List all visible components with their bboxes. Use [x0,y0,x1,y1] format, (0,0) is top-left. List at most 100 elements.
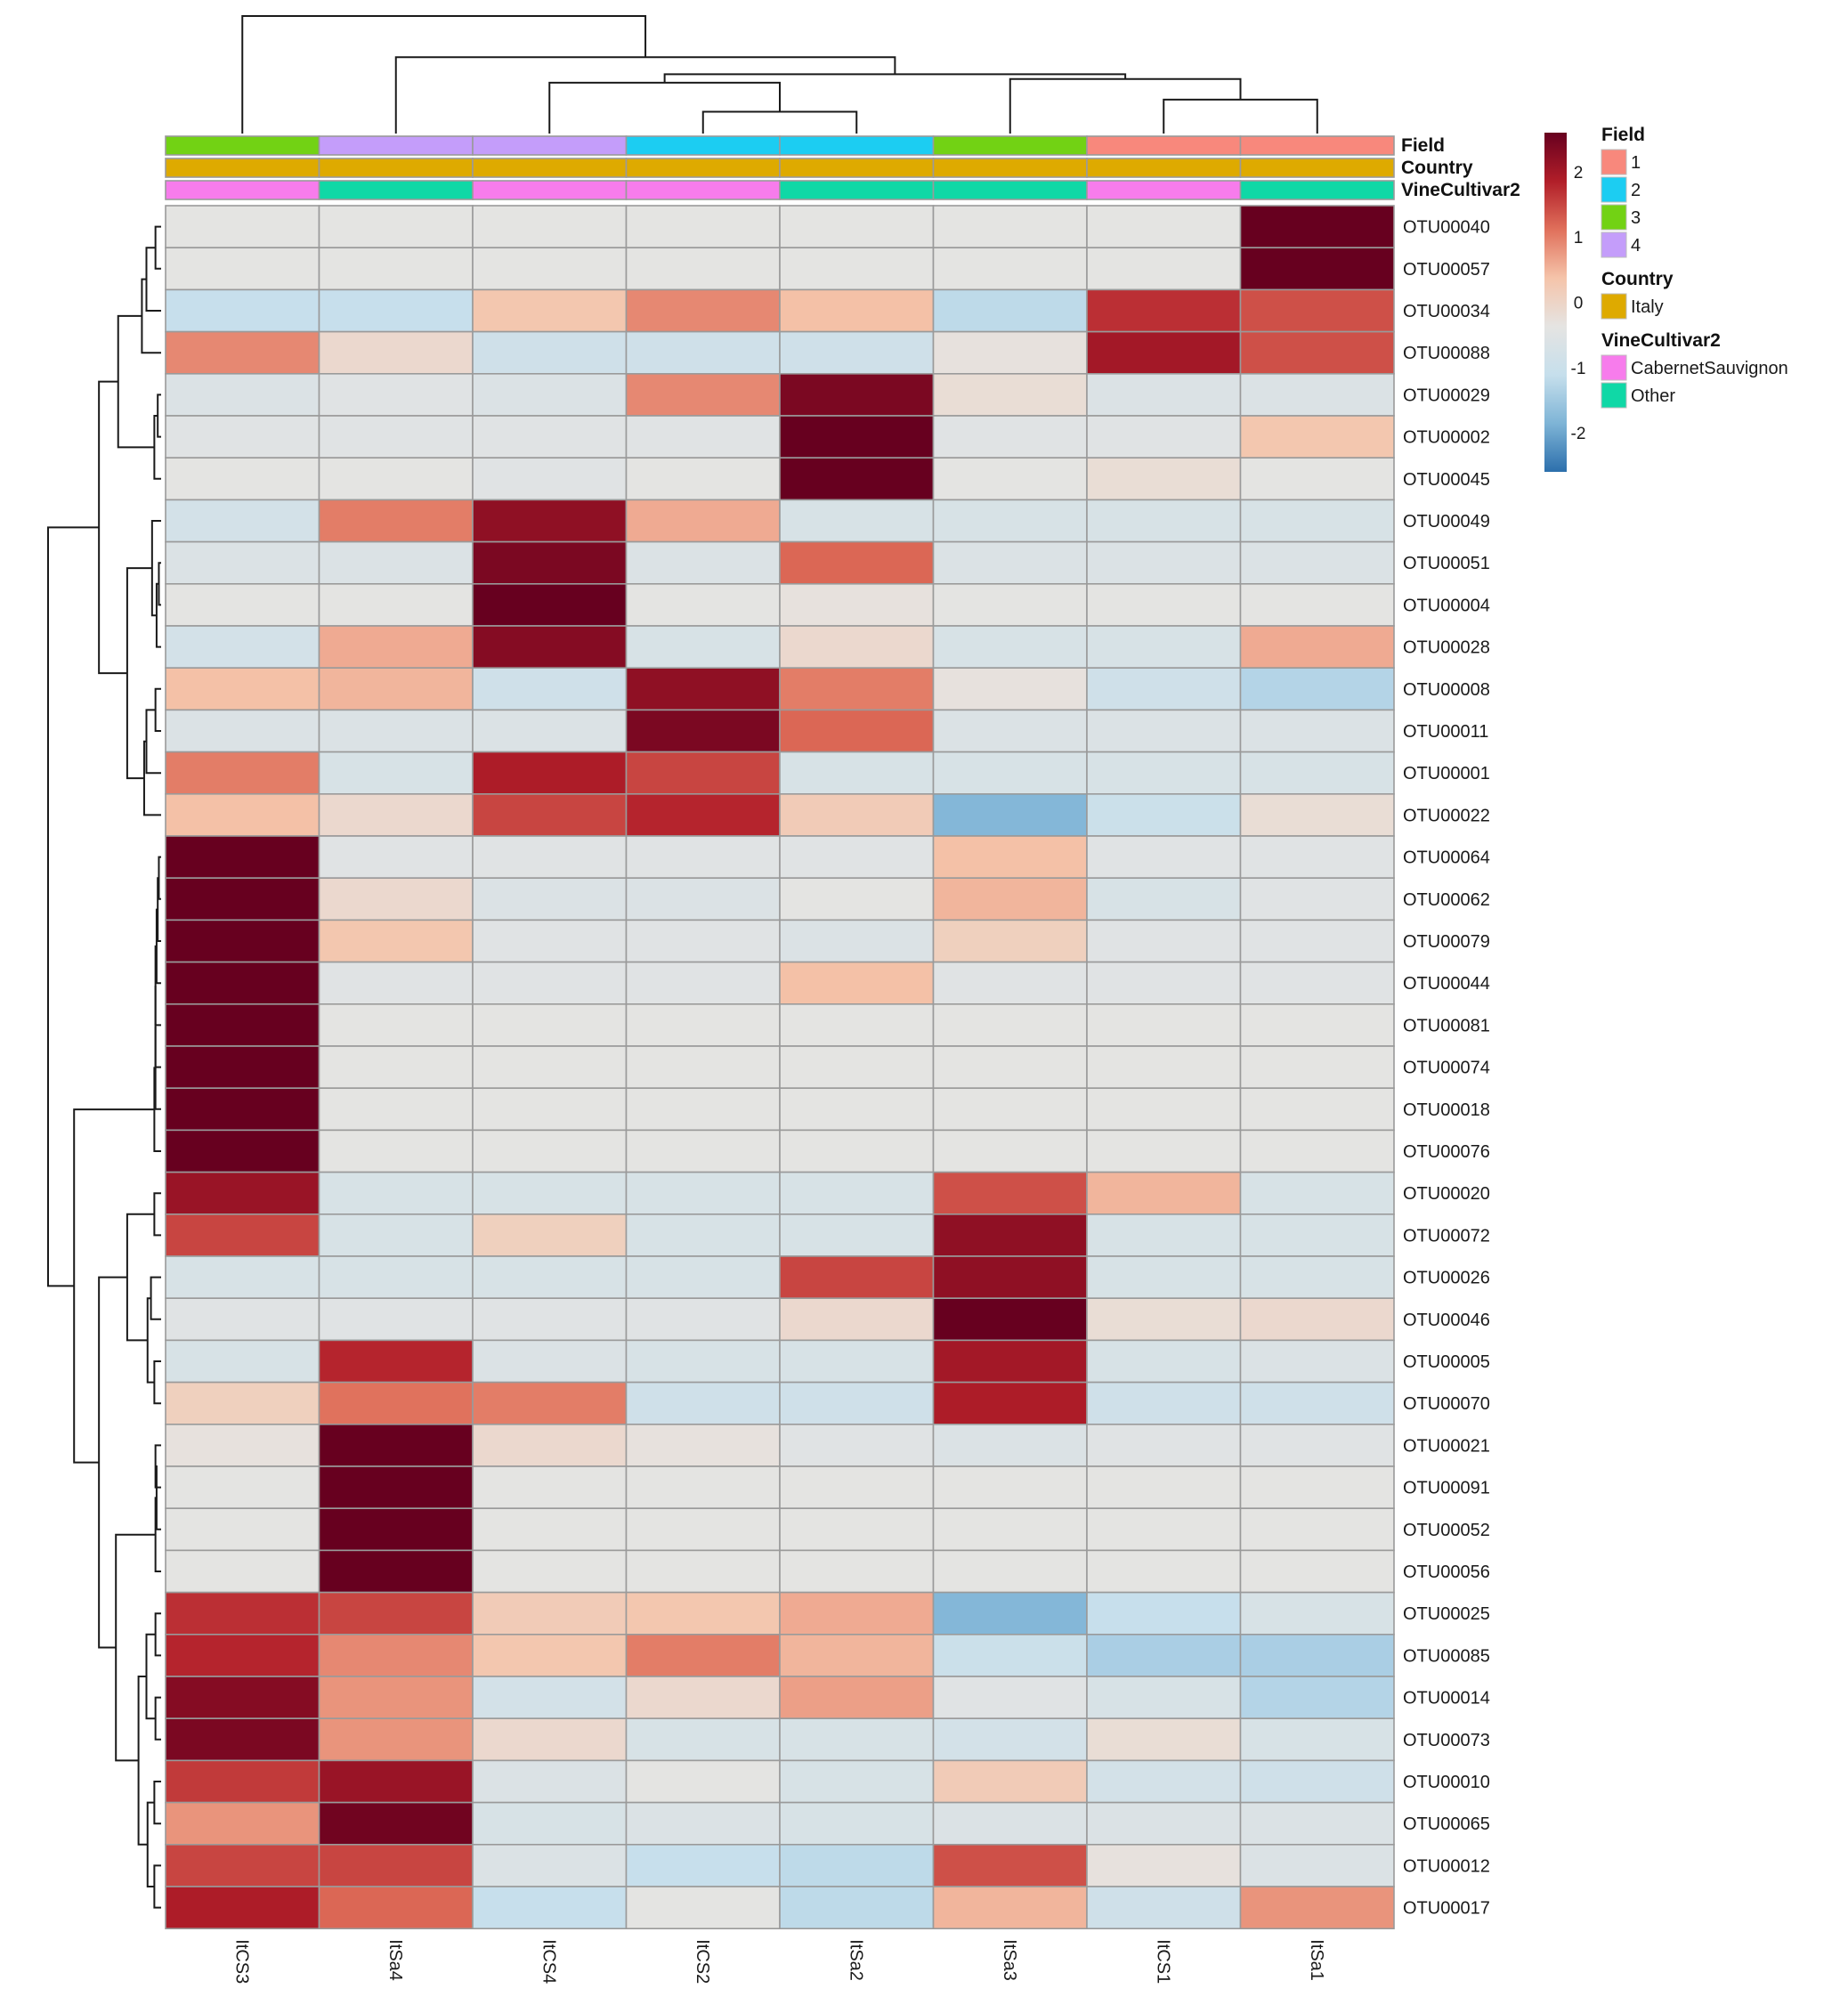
cell-OTU00073-ItCS1 [1086,1717,1242,1762]
cell-OTU00004-ItCS4 [472,582,628,627]
row-label-OTU00026: OTU00026 [1403,1269,1490,1288]
cell-OTU00014-ItCS3 [165,1676,320,1720]
cell-OTU00040-ItSa4 [318,205,474,249]
cell-OTU00018-ItSa2 [779,1087,935,1132]
cell-OTU00005-ItCS3 [165,1339,320,1384]
cell-OTU00014-ItSa4 [318,1676,474,1720]
legend-title-Country: Country [1601,269,1674,289]
cell-OTU00056-ItCS1 [1086,1549,1242,1594]
cell-OTU00002-ItCS3 [165,415,320,459]
legend-item-Italy: Italy [1631,297,1664,317]
column-dendrogram [241,15,1318,134]
annotation-VineCultivar2-ItCS1 [1086,180,1242,200]
cell-OTU00028-ItCS2 [625,625,781,670]
cell-OTU00014-ItCS2 [625,1676,781,1720]
cell-OTU00011-ItSa3 [932,709,1088,753]
cell-OTU00018-ItCS4 [472,1087,628,1132]
cell-OTU00052-ItCS3 [165,1507,320,1552]
cell-OTU00073-ItCS3 [165,1717,320,1762]
cell-OTU00070-ItCS3 [165,1381,320,1425]
annotation-VineCultivar2-ItSa1 [1239,180,1395,200]
colorbar-gradient [1544,133,1567,472]
annotation-Country-ItSa3 [932,158,1088,178]
row-label-OTU00045: OTU00045 [1403,470,1490,490]
annotation-legend: Field 1 2 3 4 Country Italy VineCultivar2 Cabern… [1601,125,1788,409]
colorbar-tick: 1 [1574,229,1584,248]
cell-OTU00004-ItSa3 [932,582,1088,627]
annotation-Field-ItCS3 [165,135,320,156]
cell-OTU00062-ItCS4 [472,877,628,921]
annotation-Country-ItCS1 [1086,158,1242,178]
cell-OTU00028-ItCS3 [165,625,320,670]
cell-OTU00074-ItSa2 [779,1045,935,1090]
legend-swatch-2 [1601,176,1627,203]
row-label-OTU00065: OTU00065 [1403,1814,1490,1834]
col-dendro-branch-6 [241,15,647,134]
cell-OTU00045-ItSa1 [1239,457,1395,501]
row-label-OTU00029: OTU00029 [1403,386,1490,405]
cell-OTU00088-ItSa4 [318,330,474,375]
cell-OTU00088-ItSa3 [932,330,1088,375]
cell-OTU00028-ItSa2 [779,625,935,670]
cell-OTU00034-ItSa3 [932,288,1088,333]
row-label-OTU00040: OTU00040 [1403,218,1490,238]
row-dendro-branch-2 [141,278,161,354]
cell-OTU00020-ItCS4 [472,1171,628,1215]
cell-OTU00074-ItCS4 [472,1045,628,1090]
cell-OTU00065-ItSa2 [779,1801,935,1846]
colorbar-legend: 2 1 0 -1 -2 [1544,133,1585,472]
cell-OTU00011-ItSa2 [779,709,935,753]
cell-OTU00021-ItCS4 [472,1424,628,1467]
cell-OTU00044-ItSa1 [1239,961,1395,1005]
row-dendro-branch-16 [155,908,161,985]
cell-OTU00004-ItCS3 [165,582,320,627]
cell-OTU00049-ItSa1 [1239,499,1395,543]
cell-OTU00056-ItSa1 [1239,1549,1395,1594]
row-dendro-branch-12 [126,567,152,780]
cell-OTU00081-ItSa1 [1239,1003,1395,1047]
colorbar-tick: 0 [1574,295,1584,313]
cell-OTU00091-ItSa1 [1239,1465,1395,1510]
cell-OTU00034-ItSa4 [318,288,474,333]
cell-OTU00010-ItCS1 [1086,1759,1242,1804]
row-label-OTU00070: OTU00070 [1403,1394,1490,1414]
cell-OTU00046-ItCS1 [1086,1297,1242,1342]
cell-OTU00025-ItSa2 [779,1591,935,1636]
cell-OTU00045-ItCS1 [1086,457,1242,501]
cell-OTU00005-ItSa4 [318,1339,474,1384]
cell-OTU00051-ItSa1 [1239,540,1395,585]
cell-OTU00001-ItCS1 [1086,751,1242,795]
cell-OTU00020-ItSa2 [779,1171,935,1215]
cell-OTU00026-ItCS3 [165,1255,320,1300]
cell-OTU00051-ItCS4 [472,540,628,585]
cell-OTU00001-ItSa2 [779,751,935,795]
cell-OTU00072-ItCS4 [472,1213,628,1257]
cell-OTU00008-ItSa1 [1239,667,1395,711]
annotation-Field-ItSa1 [1239,135,1395,156]
cell-OTU00074-ItSa3 [932,1045,1088,1090]
cell-OTU00072-ItSa3 [932,1213,1088,1257]
cell-OTU00091-ItCS3 [165,1465,320,1510]
cell-OTU00072-ItSa1 [1239,1213,1395,1257]
legend-swatch-1 [1601,149,1627,175]
legend-swatch-CabernetSauvignon [1601,354,1627,381]
cell-OTU00081-ItCS4 [472,1003,628,1047]
legend-swatch-4 [1601,231,1627,258]
cell-OTU00034-ItCS2 [625,288,781,333]
cell-OTU00072-ItSa4 [318,1213,474,1257]
cell-OTU00062-ItSa3 [932,877,1088,921]
row-label-OTU00074: OTU00074 [1403,1059,1490,1078]
cell-OTU00004-ItSa1 [1239,582,1395,627]
cell-OTU00025-ItCS2 [625,1591,781,1636]
legend-item-Other: Other [1631,386,1675,406]
annotation-Field-ItSa3 [932,135,1088,156]
cell-OTU00008-ItSa3 [932,667,1088,711]
cell-OTU00010-ItSa2 [779,1759,935,1804]
annotation-VineCultivar2-ItCS3 [165,180,320,200]
row-dendro-branch-3 [157,394,161,438]
cell-OTU00052-ItCS4 [472,1507,628,1552]
column-labels: ItCS3 ItSa4 ItCS4 ItCS2 ItSa2 ItSa3 ItCS1 ItSa1 [231,1939,1326,1984]
cell-OTU00017-ItCS2 [625,1886,781,1930]
cell-OTU00062-ItSa1 [1239,877,1395,921]
cell-OTU00012-ItSa3 [932,1844,1088,1887]
